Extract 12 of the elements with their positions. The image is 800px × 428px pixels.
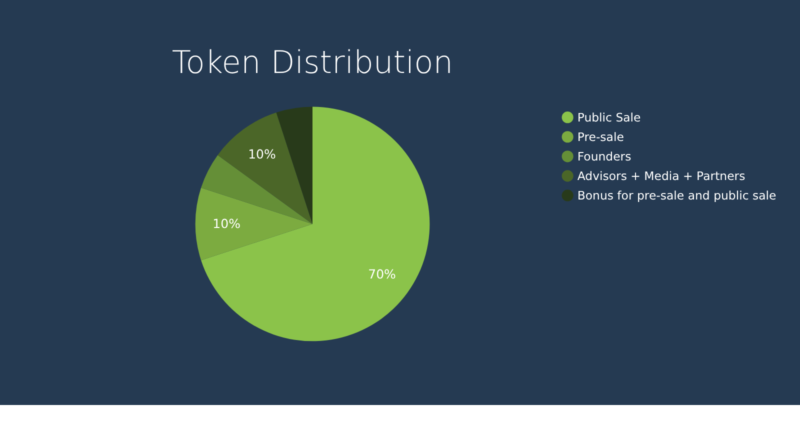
data-label: 10% [248, 146, 276, 162]
legend-label: Pre-sale [577, 130, 624, 144]
pie-slice [201, 106, 430, 342]
legend-label: Advisors + Media + Partners [577, 168, 746, 183]
legend-label: Bonus for pre-sale and public sale [577, 188, 776, 202]
legend-label: Founders [577, 149, 632, 164]
data-label: 70% [368, 266, 396, 282]
legend-label: Public Sale [577, 110, 641, 124]
chart-title: Token Distribution [172, 45, 454, 82]
data-label: 10% [212, 216, 241, 231]
pie-slice [276, 106, 312, 224]
pie-slice [196, 188, 312, 260]
